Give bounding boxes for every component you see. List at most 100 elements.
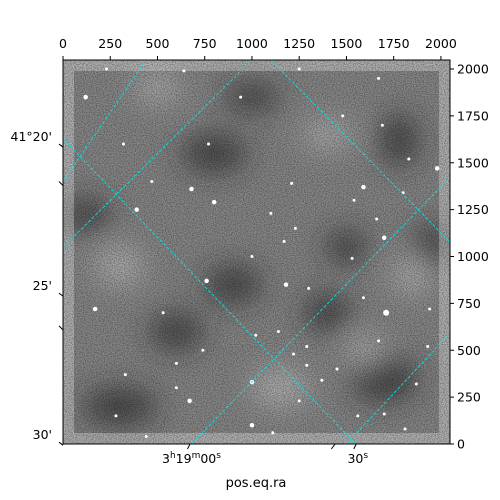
ra-tick-mark <box>353 443 357 450</box>
star <box>383 309 390 316</box>
right-pixel-axis: 0 250 500 750 1000 1250 1500 1750 2000 <box>450 62 489 452</box>
star <box>380 123 384 127</box>
noise-layer <box>63 60 450 444</box>
star <box>92 306 98 312</box>
top-tick-label: 1750 <box>378 36 410 51</box>
star <box>283 282 289 287</box>
right-tick-label: 250 <box>457 390 481 405</box>
dec-tick-label: 25' <box>33 278 52 293</box>
star <box>414 382 418 386</box>
star <box>271 431 275 435</box>
star <box>83 94 88 100</box>
ra-grid-line <box>346 332 450 444</box>
star <box>382 412 386 416</box>
star <box>426 345 430 348</box>
star <box>282 240 286 243</box>
star <box>320 378 324 382</box>
dec-tick-mark <box>58 292 64 297</box>
star <box>204 278 209 284</box>
right-tick-label: 1500 <box>457 155 489 170</box>
star <box>121 142 125 146</box>
right-tick-label: 1000 <box>457 249 489 264</box>
plot-frame <box>62 59 451 445</box>
star <box>189 186 194 192</box>
dec-tick-label: 30' <box>33 427 52 442</box>
star <box>305 345 309 348</box>
star <box>356 414 360 418</box>
star <box>305 363 309 367</box>
star <box>297 399 301 403</box>
star <box>174 386 178 390</box>
star <box>352 198 356 202</box>
right-tick-label: 500 <box>457 343 481 358</box>
star <box>428 307 432 311</box>
ra-tick-mark <box>330 443 336 450</box>
star <box>297 67 301 71</box>
dec-grid-line <box>63 138 357 444</box>
star <box>335 367 339 371</box>
star <box>276 330 280 333</box>
star <box>201 348 205 352</box>
star <box>375 217 379 221</box>
star <box>290 181 294 185</box>
top-tick-label: 2000 <box>425 36 457 51</box>
star <box>249 423 255 428</box>
top-tick-label: 1000 <box>236 36 268 51</box>
star <box>293 226 297 230</box>
plot-area <box>63 60 450 444</box>
right-tick-label: 1750 <box>457 108 489 123</box>
bottom-ra-axis: 3h19m00s 30s <box>162 443 368 466</box>
top-pixel-axis: 0 250 500 750 1000 1250 1500 1750 2000 <box>59 36 457 60</box>
ra-tick-mark <box>187 443 191 450</box>
right-tick-label: 2000 <box>457 62 489 77</box>
star <box>174 361 178 365</box>
star <box>407 157 411 161</box>
star <box>250 255 254 258</box>
star <box>254 333 258 337</box>
dec-tick-mark <box>58 325 64 331</box>
star <box>292 352 296 356</box>
x-axis-title: pos.eq.ra <box>226 476 287 491</box>
coordinate-grid <box>63 60 450 444</box>
right-tick-label: 0 <box>457 437 465 452</box>
star <box>239 95 243 99</box>
star-field <box>83 67 440 438</box>
star <box>361 184 366 190</box>
right-tick-label: 750 <box>457 296 481 311</box>
star <box>341 114 345 118</box>
star <box>150 180 154 183</box>
dec-tick-label: 41°20' <box>11 129 53 144</box>
top-tick-label: 1500 <box>331 36 363 51</box>
star <box>134 207 139 212</box>
star <box>377 339 381 343</box>
star <box>161 311 165 315</box>
ra-grid-line <box>191 176 450 444</box>
dec-tick-mark <box>58 181 64 186</box>
star <box>307 286 311 290</box>
top-tick-label: 250 <box>98 36 122 51</box>
ra-tick-label: 30s <box>347 451 368 466</box>
star <box>182 69 186 73</box>
top-tick-label: 1250 <box>283 36 315 51</box>
star <box>207 142 211 146</box>
star <box>361 296 365 300</box>
star <box>403 427 407 431</box>
star <box>114 414 118 418</box>
ra-tick-label: 3h19m00s <box>162 451 221 466</box>
star <box>123 373 127 377</box>
top-tick-label: 750 <box>193 36 217 51</box>
left-dec-axis: 41°20' 25' 30' <box>11 129 64 446</box>
dec-tick-mark <box>58 441 64 446</box>
star <box>350 256 354 260</box>
star <box>104 67 108 71</box>
dec-grid-line <box>63 60 147 182</box>
star <box>211 199 217 205</box>
top-tick-label: 500 <box>146 36 170 51</box>
star <box>187 398 192 404</box>
star <box>269 211 273 215</box>
star <box>381 235 387 240</box>
right-tick-label: 1250 <box>457 202 489 217</box>
star <box>144 435 148 438</box>
star <box>434 166 440 171</box>
